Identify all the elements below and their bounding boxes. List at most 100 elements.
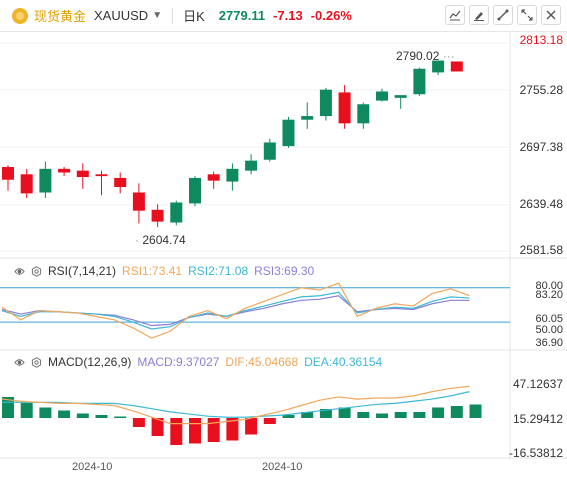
rsi1-line xyxy=(1,282,470,339)
rsi-axis-tick: 60.05 xyxy=(535,313,563,325)
macd-hist-bar xyxy=(189,418,201,444)
macd-label[interactable]: MACD(12,26,9) xyxy=(48,355,132,369)
price-axis-tick: 2813.18 xyxy=(519,33,563,47)
candle xyxy=(189,176,201,207)
candle xyxy=(95,170,108,196)
macd-axis-tick: 47.12637 xyxy=(512,377,563,391)
macd-hist-bar xyxy=(76,413,89,418)
high-price-label: 2790.02 ··· xyxy=(396,49,455,63)
dea-value: DEA:40.36154 xyxy=(304,355,383,369)
chart-toolbar: 现货黄金 XAUUSD ▼ 日K 2779.11 -7.13 -0.26% xyxy=(0,0,567,32)
eye-icon[interactable] xyxy=(14,266,25,277)
grid xyxy=(0,32,567,460)
macd-hist-bar xyxy=(282,415,295,418)
candle xyxy=(114,172,127,194)
dif-line xyxy=(1,385,470,425)
timeframe-selector[interactable]: 日K xyxy=(183,9,205,24)
candle xyxy=(413,67,426,97)
candle-body xyxy=(376,91,388,101)
candle xyxy=(376,88,388,102)
macd-hist-bar xyxy=(319,409,332,418)
candle xyxy=(226,163,239,191)
date-axis-tick: 2024-10 xyxy=(262,461,303,473)
candle xyxy=(301,102,314,129)
rsi-axis-tick: 36.90 xyxy=(535,337,563,349)
candle xyxy=(170,200,183,226)
rsi-label[interactable]: RSI(7,14,21) xyxy=(48,264,117,278)
macd-hist-bar xyxy=(338,407,351,418)
macd-hist-bar xyxy=(39,407,52,418)
low-price-label: · 2604.74 xyxy=(135,233,186,247)
candle-body xyxy=(432,60,445,73)
eye-icon[interactable] xyxy=(14,357,25,368)
candle-body xyxy=(282,119,295,147)
macd-header: MACD(12,26,9) MACD:9.37027 DIF:45.04668 … xyxy=(14,355,382,369)
line-chart-icon[interactable] xyxy=(445,5,465,25)
rsi-axis-tick: 83.20 xyxy=(535,289,563,301)
macd-axis-tick: -16.53812 xyxy=(508,446,563,460)
candle-body xyxy=(95,174,108,177)
candle xyxy=(207,171,220,189)
candle xyxy=(20,168,33,198)
candle-body xyxy=(2,167,14,180)
candle-body xyxy=(263,142,276,160)
candle-body xyxy=(114,177,127,188)
chevron-down-icon[interactable]: ▼ xyxy=(152,10,163,21)
candle xyxy=(2,165,14,191)
macd-hist-bar xyxy=(58,410,71,418)
macd-hist-bar xyxy=(95,415,108,418)
symbol-name[interactable]: 现货黄金 xyxy=(34,9,87,24)
settings-icon[interactable] xyxy=(31,356,42,368)
candle-body xyxy=(189,177,201,204)
settings-icon[interactable] xyxy=(31,265,42,277)
candle-body xyxy=(207,174,220,181)
macd-hist-bar xyxy=(376,413,388,418)
candle-body xyxy=(301,116,314,120)
candle-body xyxy=(170,202,183,223)
rsi-panel xyxy=(0,282,510,339)
candle-body xyxy=(20,174,33,194)
rsi-header: RSI(7,14,21) RSI1:73.41 RSI2:71.08 RSI3:… xyxy=(14,264,314,278)
macd-axis-tick: 15.29412 xyxy=(512,412,563,426)
close-icon[interactable] xyxy=(541,5,561,25)
macd-hist-bar xyxy=(20,403,33,418)
macd-hist-bar xyxy=(450,406,463,418)
macd-hist-bar xyxy=(170,418,183,445)
macd-hist-bar xyxy=(301,412,314,418)
candle xyxy=(151,204,164,228)
candle-body xyxy=(151,209,164,222)
candle-body xyxy=(450,61,463,72)
candle-body xyxy=(245,160,258,171)
candle-body xyxy=(226,168,239,182)
macd-hist-bar xyxy=(357,412,370,418)
candle xyxy=(263,138,276,162)
candle xyxy=(450,61,463,72)
draw-icon[interactable] xyxy=(469,5,489,25)
divider xyxy=(172,7,174,24)
symbol-code[interactable]: XAUUSD xyxy=(94,8,149,23)
macd-hist-bar xyxy=(114,416,127,418)
candle xyxy=(319,87,332,121)
macd-hist-bar xyxy=(226,418,239,441)
macd-hist-bar xyxy=(263,418,276,424)
price-axis-tick: 2755.28 xyxy=(519,83,563,97)
price-change-pct: -0.26% xyxy=(310,8,352,23)
draw-line-icon[interactable] xyxy=(493,5,513,25)
candle xyxy=(282,116,295,148)
expand-icon[interactable] xyxy=(517,5,537,25)
price-change: -7.13 xyxy=(273,8,303,23)
candle-body xyxy=(132,192,145,211)
candle xyxy=(394,95,407,109)
macd-panel xyxy=(1,385,482,445)
macd-hist-bar xyxy=(151,418,164,436)
rsi1-value: RSI1:73.41 xyxy=(122,264,183,278)
macd-hist-bar xyxy=(245,418,258,435)
candle xyxy=(39,161,52,198)
candle-body xyxy=(76,170,89,178)
macd-hist-bar xyxy=(413,412,426,418)
candle-body xyxy=(357,104,370,124)
macd-value: MACD:9.37027 xyxy=(137,355,220,369)
macd-hist-bar xyxy=(432,407,445,418)
price-axis-tick: 2639.48 xyxy=(519,197,563,211)
